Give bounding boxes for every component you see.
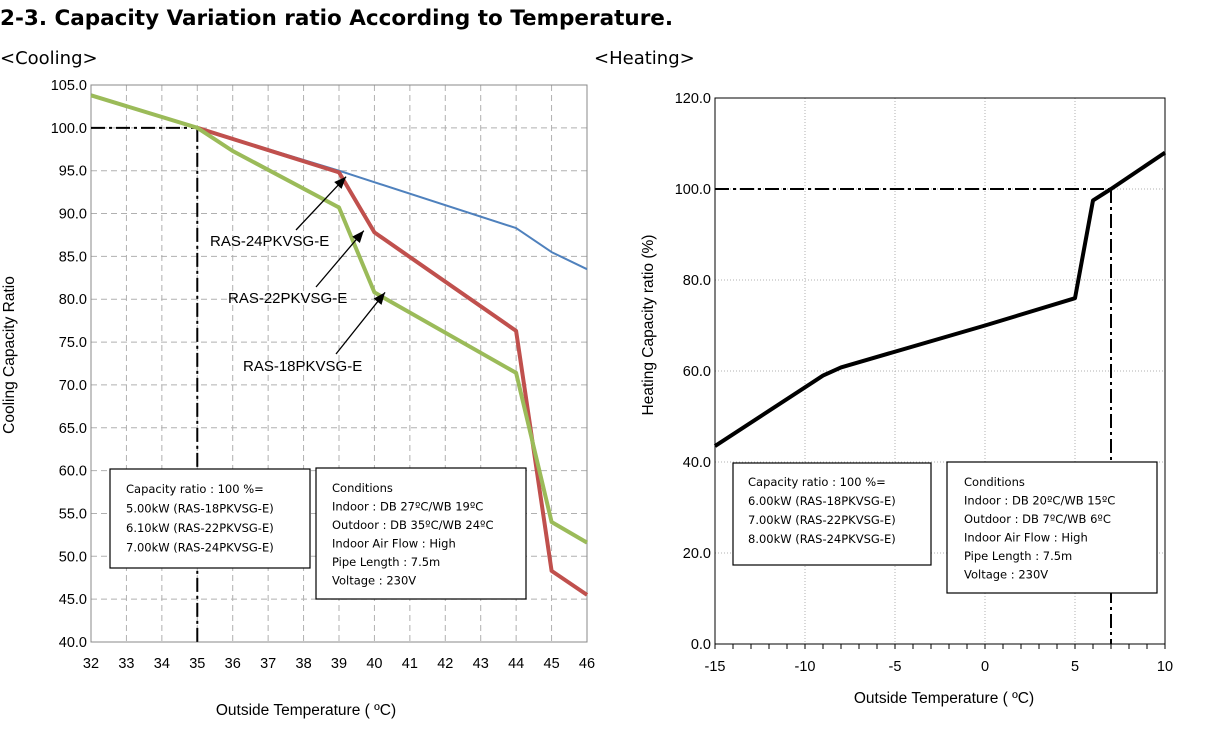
cooling-annotation-arrowhead-ras-18pkvsg-e (373, 292, 386, 305)
heating-y-tick-label: 20.0 (683, 546, 711, 562)
cooling-info-box-2-line: Indoor Air Flow : High (332, 537, 456, 551)
cooling-info-box-2-line: Outdoor : DB 35ºC/WB 24ºC (332, 518, 494, 532)
cooling-x-tick-label: 37 (260, 656, 276, 672)
cooling-x-tick-label: 38 (296, 656, 312, 672)
cooling-annotation-arrowhead-ras-24pkvsg-e (334, 176, 347, 189)
cooling-info-box-1-line: 5.00kW (RAS-18PKVSG-E) (126, 502, 274, 516)
cooling-x-tick-label: 41 (402, 656, 418, 672)
heating-info-box-2-line: Voltage : 230V (964, 568, 1048, 582)
cooling-y-tick-label: 85.0 (59, 249, 87, 265)
heating-y-axis-title: Heating Capacity ratio (%) (640, 235, 657, 416)
cooling-y-tick-label: 75.0 (59, 335, 87, 351)
heating-info-box-1-line: 6.00kW (RAS-18PKVSG-E) (748, 494, 896, 508)
cooling-info-box-1-line: Capacity ratio : 100 %= (126, 482, 264, 496)
heating-info-box-1-line: 8.00kW (RAS-24PKVSG-E) (748, 532, 896, 546)
heating-x-tick-label: 10 (1157, 659, 1173, 675)
cooling-x-tick-label: 45 (544, 656, 560, 672)
heating-info-box-2-line: Indoor : DB 20ºC/WB 15ºC (964, 494, 1115, 508)
heating-x-tick-label: 5 (1071, 659, 1079, 675)
cooling-y-tick-label: 80.0 (59, 292, 87, 308)
heating-y-tick-label: 100.0 (675, 182, 711, 198)
cooling-y-tick-label: 95.0 (59, 164, 87, 180)
cooling-info-box-2 (315, 467, 527, 600)
cooling-y-tick-label: 50.0 (59, 549, 87, 565)
cooling-x-tick-label: 44 (508, 656, 524, 672)
heating-y-tick-label: 120.0 (675, 91, 711, 107)
heating-y-tick-label: 80.0 (683, 273, 711, 289)
cooling-x-tick-label: 34 (154, 656, 170, 672)
cooling-info-box-2-line: Voltage : 230V (332, 574, 416, 588)
cooling-x-tick-label: 43 (473, 656, 489, 672)
cooling-y-tick-label: 100.0 (51, 121, 87, 137)
cooling-info-box-2-line: Indoor : DB 27ºC/WB 19ºC (332, 500, 483, 514)
cooling-annotation-label-ras-22pkvsg-e: RAS-22PKVSG-E (228, 290, 347, 307)
heating-info-box-1 (732, 462, 932, 566)
heating-info-box-2-line: Conditions (964, 475, 1025, 489)
cooling-y-axis-title: Cooling Capacity Ratio (1, 276, 18, 434)
cooling-x-tick-label: 36 (225, 656, 241, 672)
heating-x-axis-title: Outside Temperature ( ºC) (854, 690, 1034, 707)
cooling-x-tick-label: 39 (331, 656, 347, 672)
heating-plot-frame (714, 97, 1166, 645)
cooling-x-tick-label: 33 (118, 656, 134, 672)
cooling-annotation-arrow-ras-22pkvsg-e (315, 230, 365, 288)
heating-info-box-2-line: Outdoor : DB 7ºC/WB 6ºC (964, 512, 1111, 526)
cooling-annotation-arrow-ras-24pkvsg-e (295, 176, 347, 231)
heating-x-tick-label: 0 (981, 659, 989, 675)
cooling-x-tick-label: 35 (189, 656, 205, 672)
heating-x-tick-label: -10 (795, 659, 816, 675)
cooling-annotation-arrowhead-ras-22pkvsg-e (352, 230, 364, 244)
cooling-chart-label: <Cooling> (0, 48, 98, 69)
cooling-x-tick-label: 46 (579, 656, 595, 672)
cooling-x-tick-label: 40 (366, 656, 382, 672)
cooling-x-tick-label: 32 (83, 656, 99, 672)
page-title: 2-3. Capacity Variation ratio According … (0, 6, 674, 31)
cooling-annotation-label-ras-24pkvsg-e: RAS-24PKVSG-E (210, 233, 329, 250)
cooling-y-tick-label: 60.0 (59, 464, 87, 480)
heating-chart-label: <Heating> (594, 48, 695, 69)
cooling-y-tick-label: 55.0 (59, 506, 87, 522)
cooling-y-tick-label: 70.0 (59, 378, 87, 394)
cooling-annotation-arrow-ras-18pkvsg-e (335, 291, 386, 355)
cooling-info-box-1 (109, 468, 311, 569)
cooling-y-tick-label: 45.0 (59, 592, 87, 608)
cooling-info-box-1-line: 7.00kW (RAS-24PKVSG-E) (126, 541, 274, 555)
cooling-series-line-ras-22pkvsg-e (196, 125, 589, 597)
heating-info-box-2 (946, 461, 1158, 594)
heating-info-box-2-line: Indoor Air Flow : High (964, 531, 1088, 545)
heating-x-tick-label: -5 (889, 659, 902, 675)
cooling-annotation-label-ras-18pkvsg-e: RAS-18PKVSG-E (243, 358, 362, 375)
cooling-y-tick-label: 90.0 (59, 207, 87, 223)
heating-info-box-1-line: Capacity ratio : 100 %= (748, 475, 886, 489)
heating-series-line (713, 150, 1167, 448)
cooling-plot-frame (90, 84, 588, 643)
heating-y-tick-label: 40.0 (683, 455, 711, 471)
heating-info-box-1-line: 7.00kW (RAS-22PKVSG-E) (748, 513, 896, 527)
heating-y-tick-label: 0.0 (691, 637, 711, 653)
cooling-x-axis-title: Outside Temperature ( ºC) (216, 702, 396, 719)
heating-x-tick-label: -15 (705, 659, 726, 675)
cooling-x-tick-label: 42 (437, 656, 453, 672)
cooling-info-box-2-line: Conditions (332, 481, 393, 495)
cooling-info-box-2-line: Pipe Length : 7.5m (332, 555, 440, 569)
cooling-info-box-1-line: 6.10kW (RAS-22PKVSG-E) (126, 521, 274, 535)
heating-y-tick-label: 60.0 (683, 364, 711, 380)
cooling-y-tick-label: 65.0 (59, 421, 87, 437)
cooling-y-tick-label: 40.0 (59, 635, 87, 651)
cooling-y-tick-label: 105.0 (51, 78, 87, 94)
heating-info-box-2-line: Pipe Length : 7.5m (964, 549, 1072, 563)
cooling-series-line-ras-18pkvsg-e (90, 93, 589, 545)
